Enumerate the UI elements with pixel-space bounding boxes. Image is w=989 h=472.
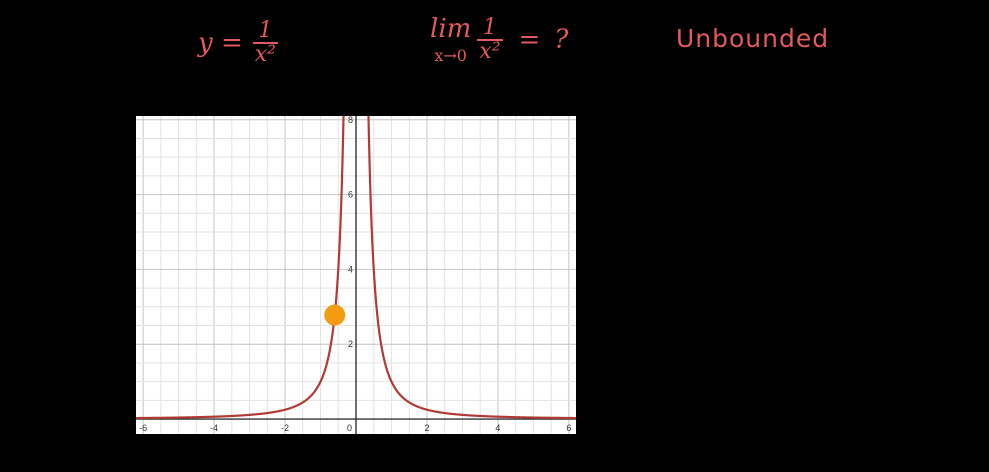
highlight bbox=[324, 305, 345, 326]
y-tick-label: 6 bbox=[348, 190, 353, 200]
limit-numerator: 1 bbox=[477, 17, 502, 39]
limit-result: ? bbox=[554, 25, 568, 55]
y-tick-label: 4 bbox=[348, 264, 353, 274]
function-numerator: 1 bbox=[253, 20, 278, 42]
limit-operator: lim x→0 bbox=[430, 14, 471, 65]
x-tick-label: -2 bbox=[281, 423, 289, 433]
x-tick-label: 4 bbox=[495, 423, 500, 433]
limit-word: lim bbox=[430, 14, 471, 44]
x-tick-label: 2 bbox=[424, 423, 429, 433]
function-fraction: 1 x² bbox=[253, 20, 278, 66]
x-tick-label: -4 bbox=[210, 423, 218, 433]
equation-lhs: y = bbox=[198, 28, 243, 58]
x-tick-label: -6 bbox=[139, 423, 147, 433]
curve-right-branch bbox=[368, 116, 576, 418]
x-tick-label: 6 bbox=[566, 423, 571, 433]
function-equation: y = 1 x² bbox=[198, 20, 278, 66]
limit-denominator: x² bbox=[477, 39, 502, 63]
y-tick-label: 2 bbox=[348, 339, 353, 349]
function-denominator: x² bbox=[253, 42, 278, 66]
conclusion-text: Unbounded bbox=[676, 24, 829, 53]
function-plot: -6 -4 -2 0 2 4 6 2 4 6 8 bbox=[136, 116, 576, 434]
y-tick-label: 8 bbox=[348, 116, 353, 125]
limit-subscript: x→0 bbox=[430, 46, 471, 65]
axes bbox=[136, 116, 576, 434]
highlight-point bbox=[324, 305, 345, 326]
limit-fraction: 1 x² bbox=[477, 17, 502, 63]
curve-left-branch bbox=[136, 116, 344, 418]
graph-panel: -6 -4 -2 0 2 4 6 2 4 6 8 bbox=[136, 116, 576, 434]
limit-equals-sign: = bbox=[519, 25, 541, 55]
tick-labels: -6 -4 -2 0 2 4 6 2 4 6 8 bbox=[139, 116, 571, 433]
x-tick-label: 0 bbox=[347, 423, 352, 433]
limit-expression: lim x→0 1 x² =? bbox=[430, 14, 568, 65]
